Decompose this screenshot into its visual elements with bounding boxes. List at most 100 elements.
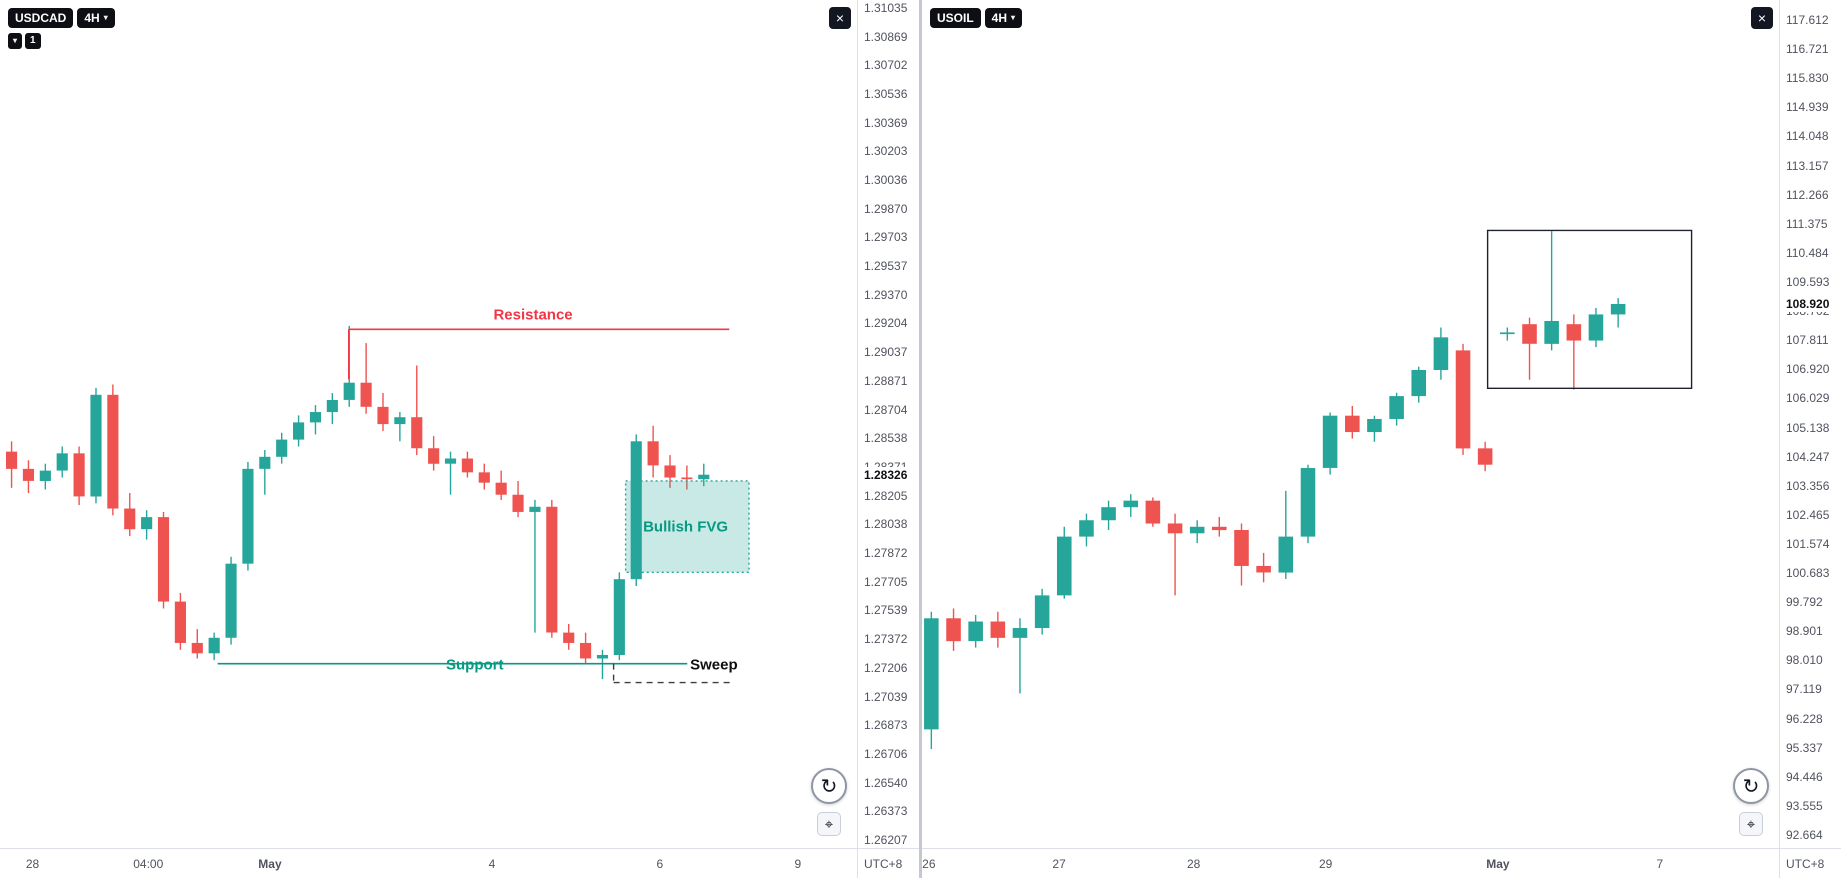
- reset-chart-button[interactable]: ↻: [811, 768, 847, 804]
- time-tick: 4: [488, 856, 496, 871]
- reset-icon: ↻: [1742, 775, 1760, 798]
- timezone-label[interactable]: UTC+8: [857, 849, 919, 878]
- candle-body: [596, 654, 609, 659]
- candle-body: [22, 468, 35, 481]
- time-ticks[interactable]: 26 27 28 29 May 7: [922, 849, 1779, 878]
- resistance-label[interactable]: Resistance: [493, 306, 573, 324]
- candlestick-chart-usoil[interactable]: [922, 0, 1779, 848]
- candle-body: [1278, 536, 1294, 573]
- price-tick: 1.29537: [864, 259, 908, 274]
- last-price-label: 108.920: [1783, 295, 1833, 312]
- candle-body: [56, 453, 68, 471]
- price-tick: 1.26706: [864, 746, 908, 761]
- candle-body: [293, 422, 305, 440]
- chart-content-usoil: USOIL 4H ▾ × ↻ ⌖ 108.920: [922, 0, 1841, 848]
- candle-body: [428, 448, 440, 464]
- price-tick: 98.010: [1786, 653, 1823, 668]
- candle-body: [107, 394, 119, 509]
- snapshot-button[interactable]: ⌖: [817, 812, 841, 836]
- candle-body: [1345, 415, 1360, 433]
- candle-body: [208, 637, 220, 654]
- time-tick: 26: [922, 856, 936, 871]
- price-tick: 94.446: [1786, 769, 1823, 784]
- candle-body: [1212, 526, 1227, 531]
- candle-body: [326, 400, 338, 413]
- candle-body: [1588, 314, 1604, 341]
- price-scale-usoil[interactable]: 108.920 117.612 116.721 115.830 114.939 114.…: [1779, 0, 1841, 848]
- price-tick: 1.30702: [864, 58, 908, 73]
- candle-body: [924, 618, 939, 730]
- candle-body: [411, 417, 423, 449]
- candle-body: [1256, 565, 1271, 573]
- time-axis-usoil[interactable]: 26 27 28 29 May 7 UTC+8: [922, 848, 1841, 878]
- bullish-fvg-label[interactable]: Bullish FVG: [643, 518, 729, 536]
- price-tick: 1.28871: [864, 373, 908, 388]
- price-tick: 106.029: [1786, 391, 1830, 406]
- price-tick: 1.27372: [864, 632, 908, 647]
- candle-body: [1522, 324, 1537, 344]
- snapshot-button[interactable]: ⌖: [1739, 812, 1763, 836]
- time-tick: 29: [1318, 856, 1333, 871]
- indicator-count-badge[interactable]: 1: [25, 33, 41, 49]
- candle-body: [1012, 628, 1028, 638]
- price-tick: 1.27039: [864, 689, 908, 704]
- price-tick: 1.28704: [864, 402, 908, 417]
- drawing-labels-layer: Resistance Support Sweep Bullish FVG: [0, 0, 857, 848]
- chevron-down-icon: ▾: [1011, 13, 1016, 23]
- plot-area-usoil[interactable]: USOIL 4H ▾ × ↻ ⌖: [922, 0, 1779, 848]
- symbol-badge[interactable]: USDCAD: [8, 8, 74, 29]
- support-label[interactable]: Support: [446, 656, 504, 674]
- candle-body: [563, 632, 575, 643]
- price-tick: 1.30036: [864, 173, 908, 188]
- candle-body: [309, 412, 322, 423]
- collapse-legend-button[interactable]: ▾: [8, 33, 23, 49]
- timeframe-badge[interactable]: 4H ▾: [984, 8, 1023, 29]
- candlestick-chart-usdcad[interactable]: [0, 0, 857, 848]
- price-tick: 1.29037: [864, 345, 908, 360]
- chart-quick-actions: ↻ ⌖: [811, 768, 847, 836]
- close-chart-button[interactable]: ×: [1751, 7, 1773, 29]
- candle-body: [1123, 500, 1139, 508]
- candle-body: [1566, 324, 1582, 341]
- time-ticks[interactable]: 28 04:00 May 4 6 9: [0, 849, 857, 878]
- sweep-label[interactable]: Sweep: [687, 656, 741, 674]
- candle-body: [495, 482, 507, 495]
- chart-panel-usoil: USOIL 4H ▾ × ↻ ⌖ 108.920: [919, 0, 1841, 878]
- price-tick: 1.28205: [864, 488, 908, 503]
- timezone-label[interactable]: UTC+8: [1779, 849, 1841, 878]
- price-tick: 1.28038: [864, 517, 908, 532]
- timeframe-badge[interactable]: 4H ▾: [77, 8, 115, 29]
- candle-body: [1477, 448, 1493, 465]
- price-scale-usdcad[interactable]: 1.28326 1.31035 1.30869 1.30702 1.30536 1.30…: [857, 0, 919, 848]
- candle-body: [73, 453, 85, 497]
- time-axis-usdcad[interactable]: 28 04:00 May 4 6 9 UTC+8: [0, 848, 919, 878]
- reset-chart-button[interactable]: ↻: [1733, 768, 1769, 804]
- candle-body: [664, 465, 676, 478]
- pane-controls: ▾ 1: [8, 33, 41, 49]
- candle-body: [1433, 337, 1449, 370]
- candle-body: [191, 642, 203, 654]
- close-chart-button[interactable]: ×: [829, 7, 851, 29]
- candle-body: [546, 506, 558, 633]
- price-tick: 114.939: [1786, 100, 1829, 115]
- snapshot-icon: ⌖: [1746, 815, 1756, 833]
- price-tick: 114.048: [1786, 129, 1829, 144]
- plot-area-usdcad[interactable]: Resistance Support Sweep Bullish FVG USDCAD…: [0, 0, 857, 848]
- candle-body: [124, 508, 136, 530]
- price-tick: 1.26540: [864, 775, 908, 790]
- symbol-badge[interactable]: USOIL: [930, 8, 981, 29]
- chevron-down-icon: ▾: [103, 13, 108, 23]
- candle-body: [5, 451, 18, 469]
- time-tick: 9: [794, 856, 802, 871]
- candle-body: [630, 441, 642, 580]
- timeframe-label: 4H: [991, 11, 1008, 25]
- candle-body: [174, 601, 186, 643]
- time-tick: 7: [1656, 856, 1664, 871]
- candle-body: [512, 494, 524, 512]
- price-tick: 95.337: [1786, 740, 1823, 755]
- candle-body: [1455, 350, 1471, 449]
- candle-body: [681, 477, 693, 480]
- price-tick: 1.26873: [864, 718, 908, 733]
- candle-body: [377, 406, 389, 425]
- candle-body: [394, 417, 406, 425]
